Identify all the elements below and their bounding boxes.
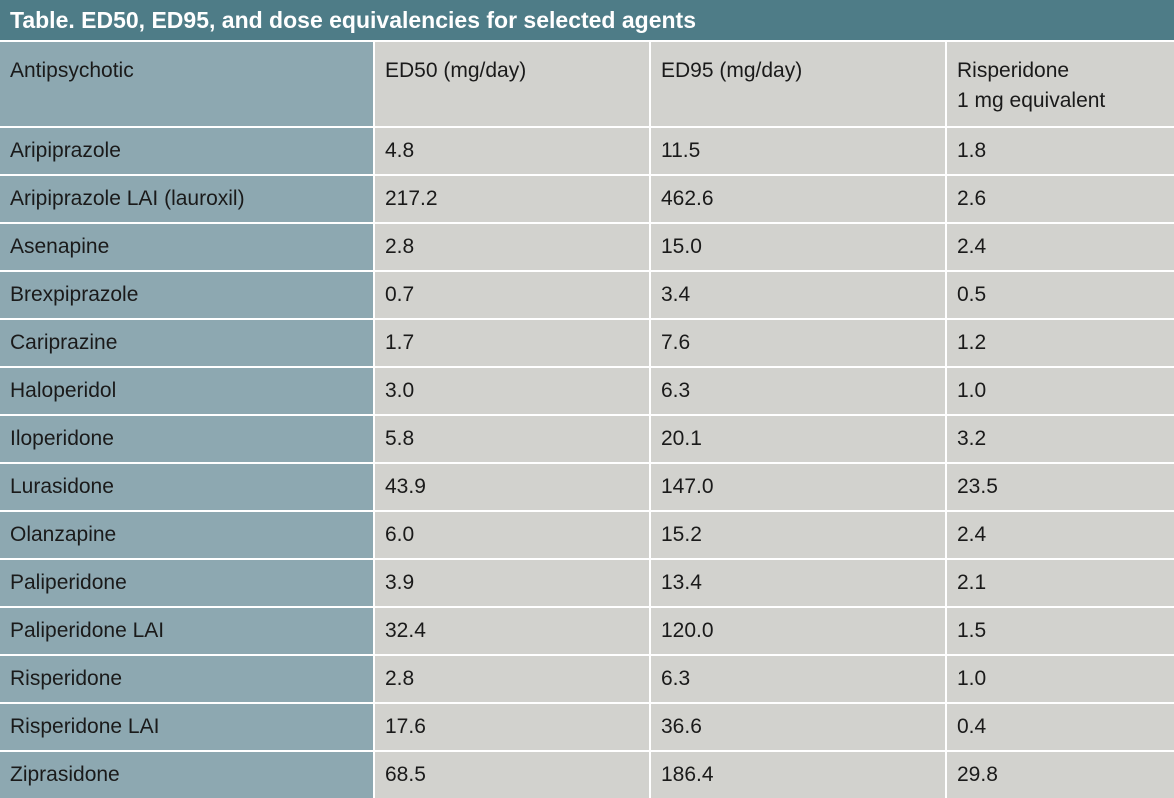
header-cell: Risperidone 1 mg equivalent <box>947 42 1174 126</box>
row-label: Olanzapine <box>0 512 373 558</box>
table-cell: 6.0 <box>375 512 649 558</box>
table-cell: 15.2 <box>651 512 945 558</box>
row-label: Ziprasidone <box>0 752 373 798</box>
table-cell: 120.0 <box>651 608 945 654</box>
table-cell: 217.2 <box>375 176 649 222</box>
table-cell: 462.6 <box>651 176 945 222</box>
table-cell: 147.0 <box>651 464 945 510</box>
table-cell: 20.1 <box>651 416 945 462</box>
table-cell: 2.4 <box>947 512 1174 558</box>
table-cell: 3.9 <box>375 560 649 606</box>
table-cell: 2.8 <box>375 656 649 702</box>
table-cell: 7.6 <box>651 320 945 366</box>
table-cell: 2.6 <box>947 176 1174 222</box>
table-cell: 17.6 <box>375 704 649 750</box>
table-cell: 36.6 <box>651 704 945 750</box>
table-cell: 186.4 <box>651 752 945 798</box>
row-label: Haloperidol <box>0 368 373 414</box>
table-title: Table. ED50, ED95, and dose equivalencie… <box>0 0 1174 40</box>
table-cell: 3.2 <box>947 416 1174 462</box>
table-cell: 1.5 <box>947 608 1174 654</box>
header-cell: ED50 (mg/day) <box>375 42 649 126</box>
row-label: Lurasidone <box>0 464 373 510</box>
table-cell: 6.3 <box>651 656 945 702</box>
table-cell: 43.9 <box>375 464 649 510</box>
table-cell: 1.0 <box>947 368 1174 414</box>
row-label: Aripiprazole <box>0 128 373 174</box>
table-cell: 1.7 <box>375 320 649 366</box>
row-label: Iloperidone <box>0 416 373 462</box>
table-cell: 6.3 <box>651 368 945 414</box>
table-cell: 32.4 <box>375 608 649 654</box>
table-cell: 68.5 <box>375 752 649 798</box>
table-cell: 1.8 <box>947 128 1174 174</box>
row-label: Paliperidone LAI <box>0 608 373 654</box>
row-label: Brexpiprazole <box>0 272 373 318</box>
table-cell: 4.8 <box>375 128 649 174</box>
table-cell: 1.0 <box>947 656 1174 702</box>
row-label: Paliperidone <box>0 560 373 606</box>
row-label: Asenapine <box>0 224 373 270</box>
table-cell: 13.4 <box>651 560 945 606</box>
table-cell: 29.8 <box>947 752 1174 798</box>
row-label: Cariprazine <box>0 320 373 366</box>
header-cell: ED95 (mg/day) <box>651 42 945 126</box>
row-label: Risperidone LAI <box>0 704 373 750</box>
header-cell: Antipsychotic <box>0 42 373 126</box>
table-cell: 3.4 <box>651 272 945 318</box>
table-cell: 0.5 <box>947 272 1174 318</box>
table-cell: 23.5 <box>947 464 1174 510</box>
row-label: Risperidone <box>0 656 373 702</box>
table-cell: 1.2 <box>947 320 1174 366</box>
table-cell: 5.8 <box>375 416 649 462</box>
table-cell: 2.4 <box>947 224 1174 270</box>
table-cell: 2.8 <box>375 224 649 270</box>
table-cell: 2.1 <box>947 560 1174 606</box>
row-label: Aripiprazole LAI (lauroxil) <box>0 176 373 222</box>
table-cell: 0.7 <box>375 272 649 318</box>
table-cell: 0.4 <box>947 704 1174 750</box>
table-cell: 15.0 <box>651 224 945 270</box>
table-cell: 11.5 <box>651 128 945 174</box>
table-cell: 3.0 <box>375 368 649 414</box>
